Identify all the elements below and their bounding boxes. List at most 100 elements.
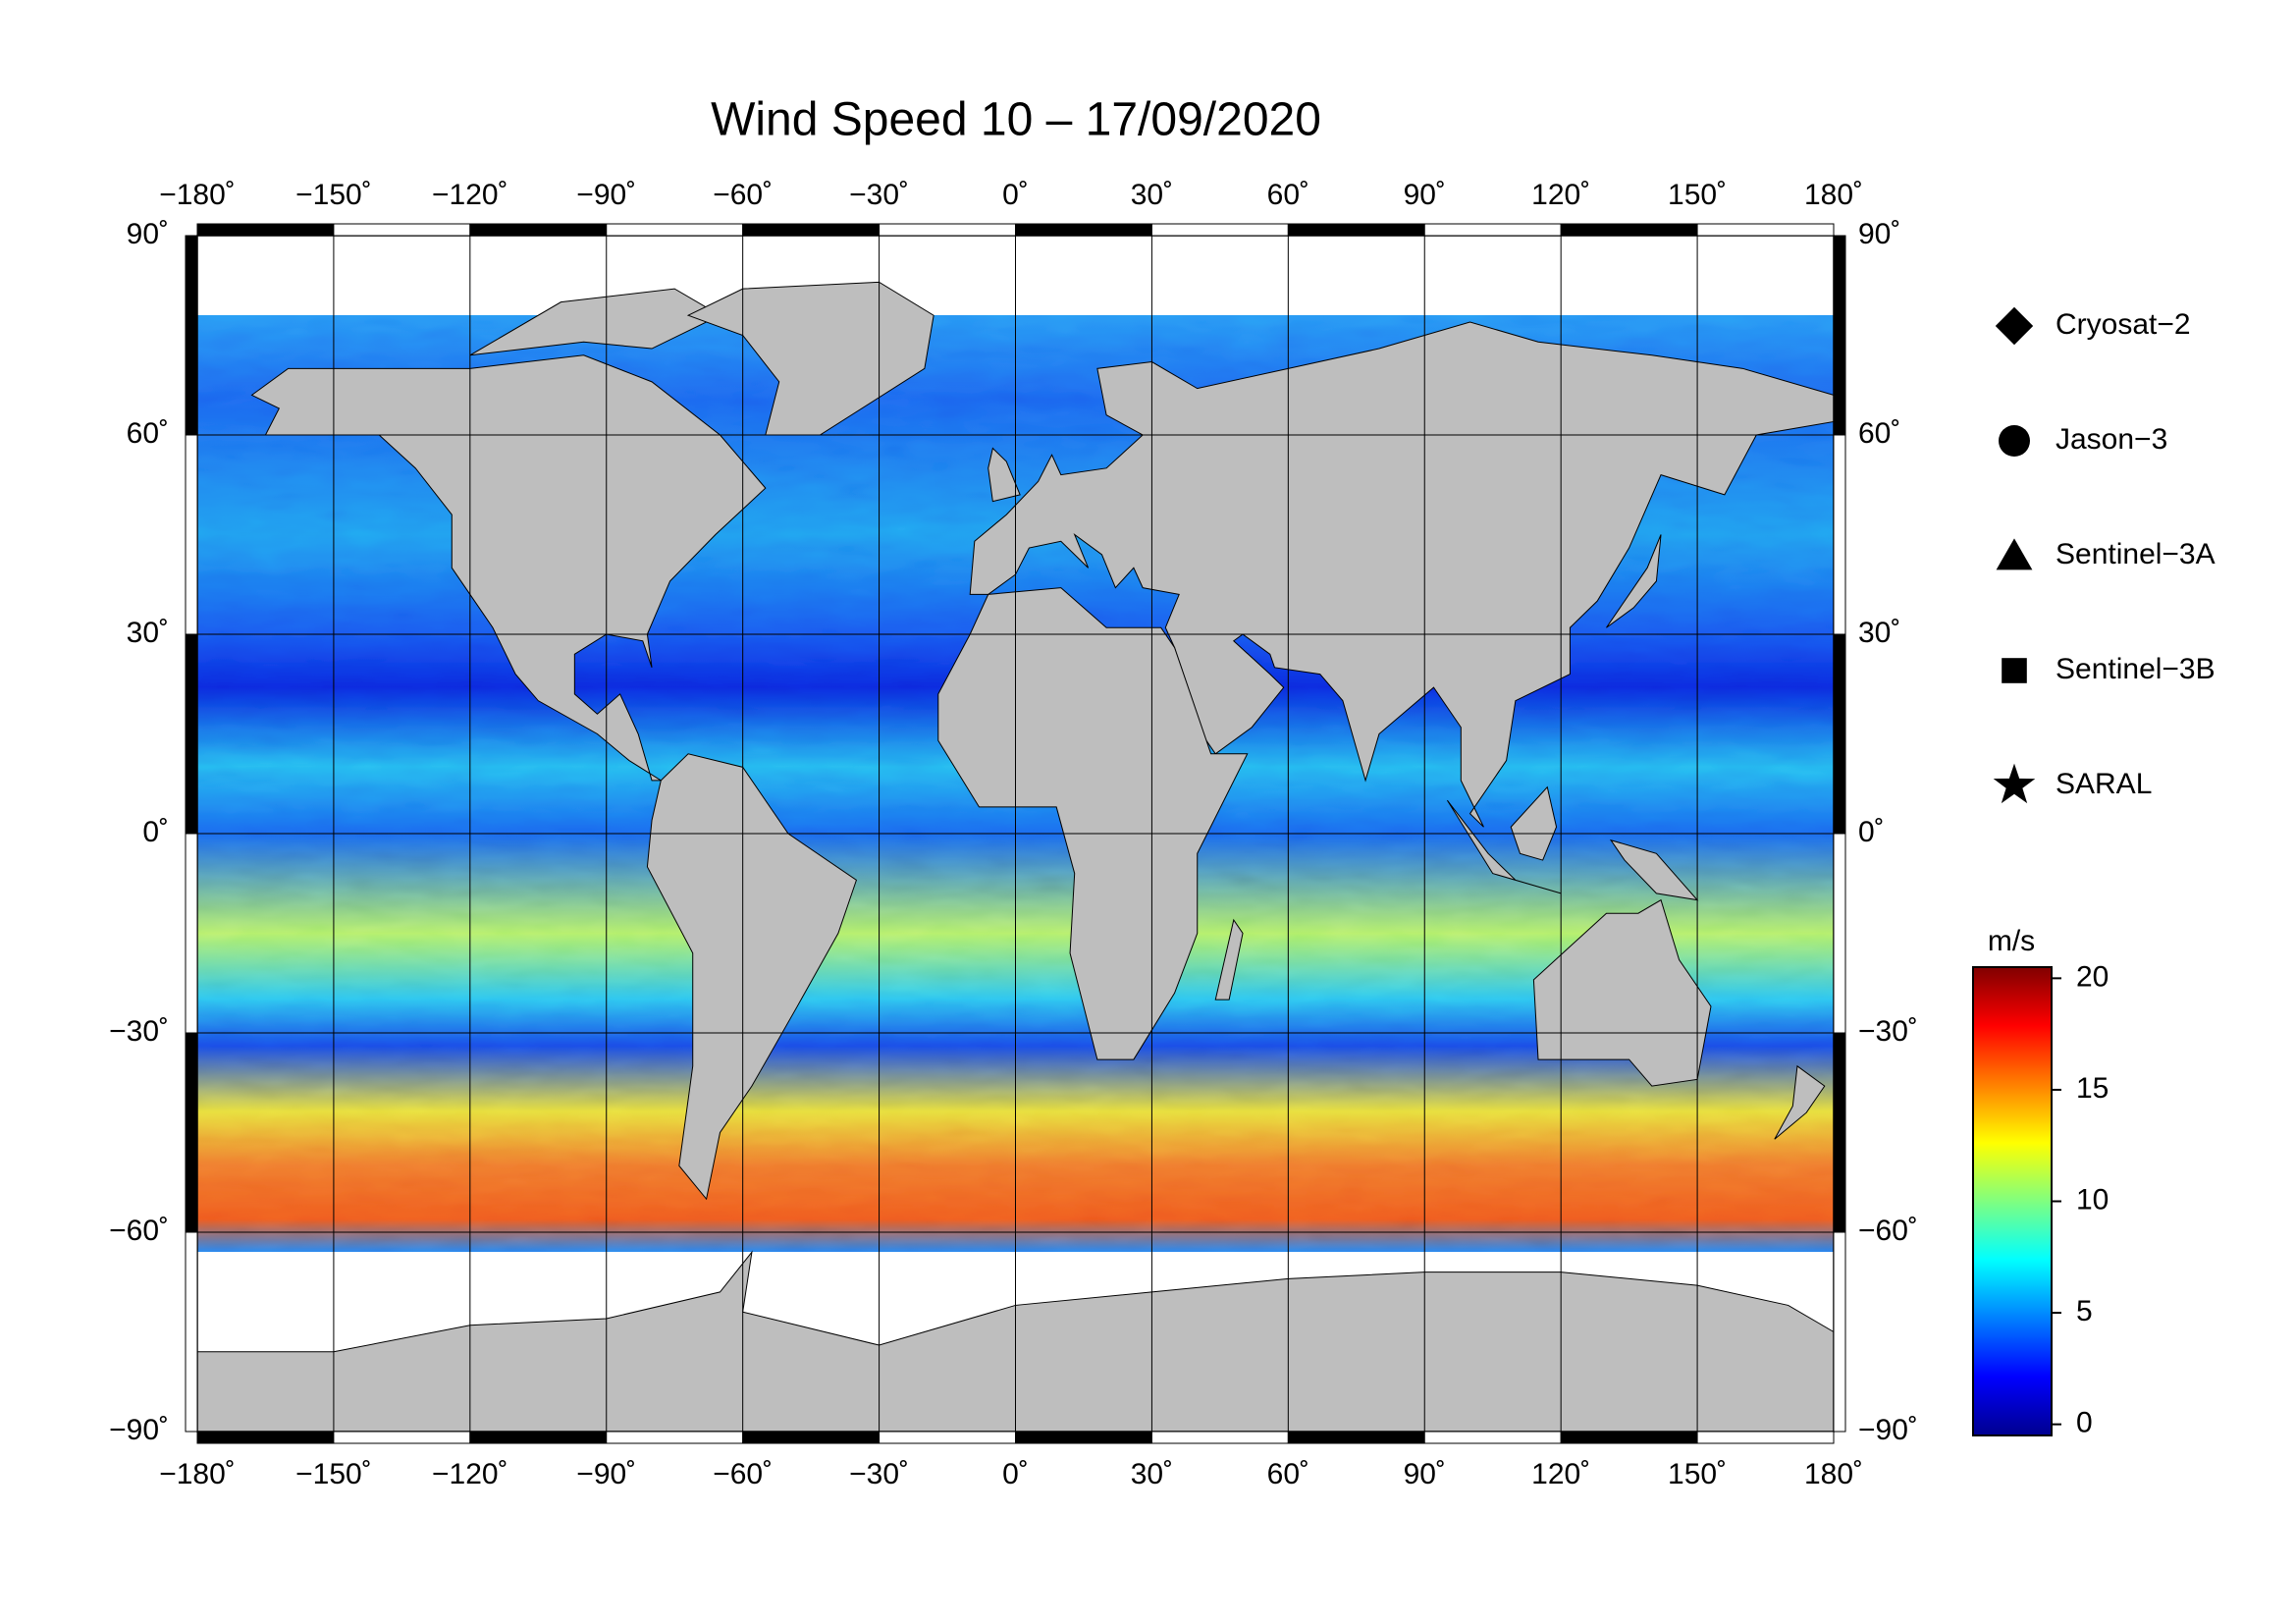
frame-bar	[1833, 1032, 1846, 1233]
frame-bar	[1833, 1231, 1846, 1433]
frame-bar	[1423, 223, 1562, 237]
y-tick-label: 30˚	[127, 617, 169, 649]
x-tick-label: 180˚	[1804, 1458, 1863, 1490]
x-tick-label: 30˚	[1131, 179, 1173, 211]
borneo	[1511, 787, 1556, 860]
x-tick-label: 150˚	[1668, 179, 1727, 211]
frame-bar	[185, 235, 198, 436]
frame-bar	[1696, 1431, 1835, 1444]
y-tick-label: −90˚	[1858, 1414, 1918, 1446]
x-tick-label: 0˚	[1002, 1458, 1029, 1490]
map-title: Wind Speed 10 – 17/09/2020	[711, 94, 1321, 146]
y-tick-label: 60˚	[1858, 417, 1900, 450]
frame-bar	[1287, 1431, 1425, 1444]
frame-bar	[606, 1431, 744, 1444]
x-tick-label: 180˚	[1804, 179, 1863, 211]
frame-bar	[1696, 223, 1835, 237]
colorbar-label: m/s	[1988, 925, 2035, 957]
frame-bar	[1150, 1431, 1289, 1444]
colorbar	[1972, 966, 2053, 1436]
frame-bar	[1423, 1431, 1562, 1444]
legend-label: Sentinel−3A	[2056, 538, 2216, 570]
frame-bar	[1833, 434, 1846, 635]
frame-bar	[1015, 1431, 1152, 1444]
y-tick-label: −60˚	[109, 1215, 169, 1247]
colorbar-tick-label: 15	[2076, 1072, 2109, 1105]
new-guinea	[1611, 840, 1697, 900]
frame-bar	[1150, 223, 1289, 237]
north-america	[252, 355, 766, 781]
x-tick-label: 60˚	[1267, 1458, 1309, 1490]
australia	[1533, 900, 1711, 1086]
frame-bar	[469, 1431, 608, 1444]
frame-bar	[1833, 833, 1846, 1034]
colorbar-tick-label: 0	[2076, 1407, 2093, 1439]
x-tick-label: −180˚	[159, 1458, 236, 1490]
frame-bar	[1560, 1431, 1698, 1444]
frame-bar	[185, 1231, 198, 1433]
frame-bar	[196, 1431, 335, 1444]
x-tick-label: −60˚	[713, 179, 773, 211]
x-tick-label: −150˚	[295, 1458, 372, 1490]
legend-marker	[1999, 425, 2030, 457]
y-tick-label: −60˚	[1858, 1215, 1918, 1247]
greenland	[688, 282, 934, 435]
frame-bar	[185, 633, 198, 835]
x-tick-label: −60˚	[713, 1458, 773, 1490]
frame-bar	[469, 223, 608, 237]
y-tick-label: −30˚	[1858, 1015, 1918, 1048]
frame-bar	[1833, 235, 1846, 436]
frame-bar	[742, 1431, 881, 1444]
frame-bar	[879, 223, 1016, 237]
legend-marker	[1993, 763, 2036, 804]
frame-bar	[879, 1431, 1016, 1444]
south-america	[647, 754, 856, 1199]
frame-bar	[606, 223, 744, 237]
y-tick-label: −90˚	[109, 1414, 169, 1446]
x-tick-label: −180˚	[159, 179, 236, 211]
x-tick-label: −30˚	[849, 179, 909, 211]
colorbar-tick-label: 5	[2076, 1295, 2093, 1327]
legend-label: Sentinel−3B	[2056, 653, 2216, 685]
x-tick-label: 30˚	[1131, 1458, 1173, 1490]
x-tick-label: 60˚	[1267, 179, 1309, 211]
colorbar-tick-label: 10	[2076, 1183, 2109, 1216]
frame-bar	[1015, 223, 1152, 237]
frame-bar	[1560, 223, 1698, 237]
x-tick-label: 120˚	[1531, 179, 1590, 211]
colorbar-tick-label: 20	[2076, 960, 2109, 993]
frame-bar	[185, 833, 198, 1034]
x-tick-label: 120˚	[1531, 1458, 1590, 1490]
frame-bar	[196, 223, 335, 237]
legend-label: SARAL	[2056, 768, 2152, 800]
x-tick-label: −90˚	[576, 1458, 636, 1490]
x-tick-label: 0˚	[1002, 179, 1029, 211]
frame-bar	[1287, 223, 1425, 237]
x-tick-label: 90˚	[1404, 1458, 1446, 1490]
frame-bar	[333, 223, 471, 237]
japan	[1606, 534, 1661, 627]
x-tick-label: −30˚	[849, 1458, 909, 1490]
x-tick-label: 90˚	[1404, 179, 1446, 211]
x-tick-label: 150˚	[1668, 1458, 1727, 1490]
y-tick-label: 60˚	[127, 417, 169, 450]
y-tick-label: 90˚	[127, 218, 169, 250]
legend-marker	[1996, 538, 2033, 570]
legend-label: Cryosat−2	[2056, 308, 2191, 341]
legend-label: Jason−3	[2056, 423, 2167, 456]
land	[197, 282, 1834, 1432]
x-tick-label: −150˚	[295, 179, 372, 211]
legend-marker	[2002, 658, 2027, 683]
frame-bar	[185, 434, 198, 635]
y-tick-label: 0˚	[1858, 816, 1885, 848]
y-tick-label: 30˚	[1858, 617, 1900, 649]
x-tick-label: −120˚	[432, 1458, 508, 1490]
x-tick-label: −120˚	[432, 179, 508, 211]
x-tick-label: −90˚	[576, 179, 636, 211]
frame-bar	[742, 223, 881, 237]
y-tick-label: 0˚	[142, 816, 169, 848]
frame-bar	[185, 1032, 198, 1233]
frame-bar	[333, 1431, 471, 1444]
